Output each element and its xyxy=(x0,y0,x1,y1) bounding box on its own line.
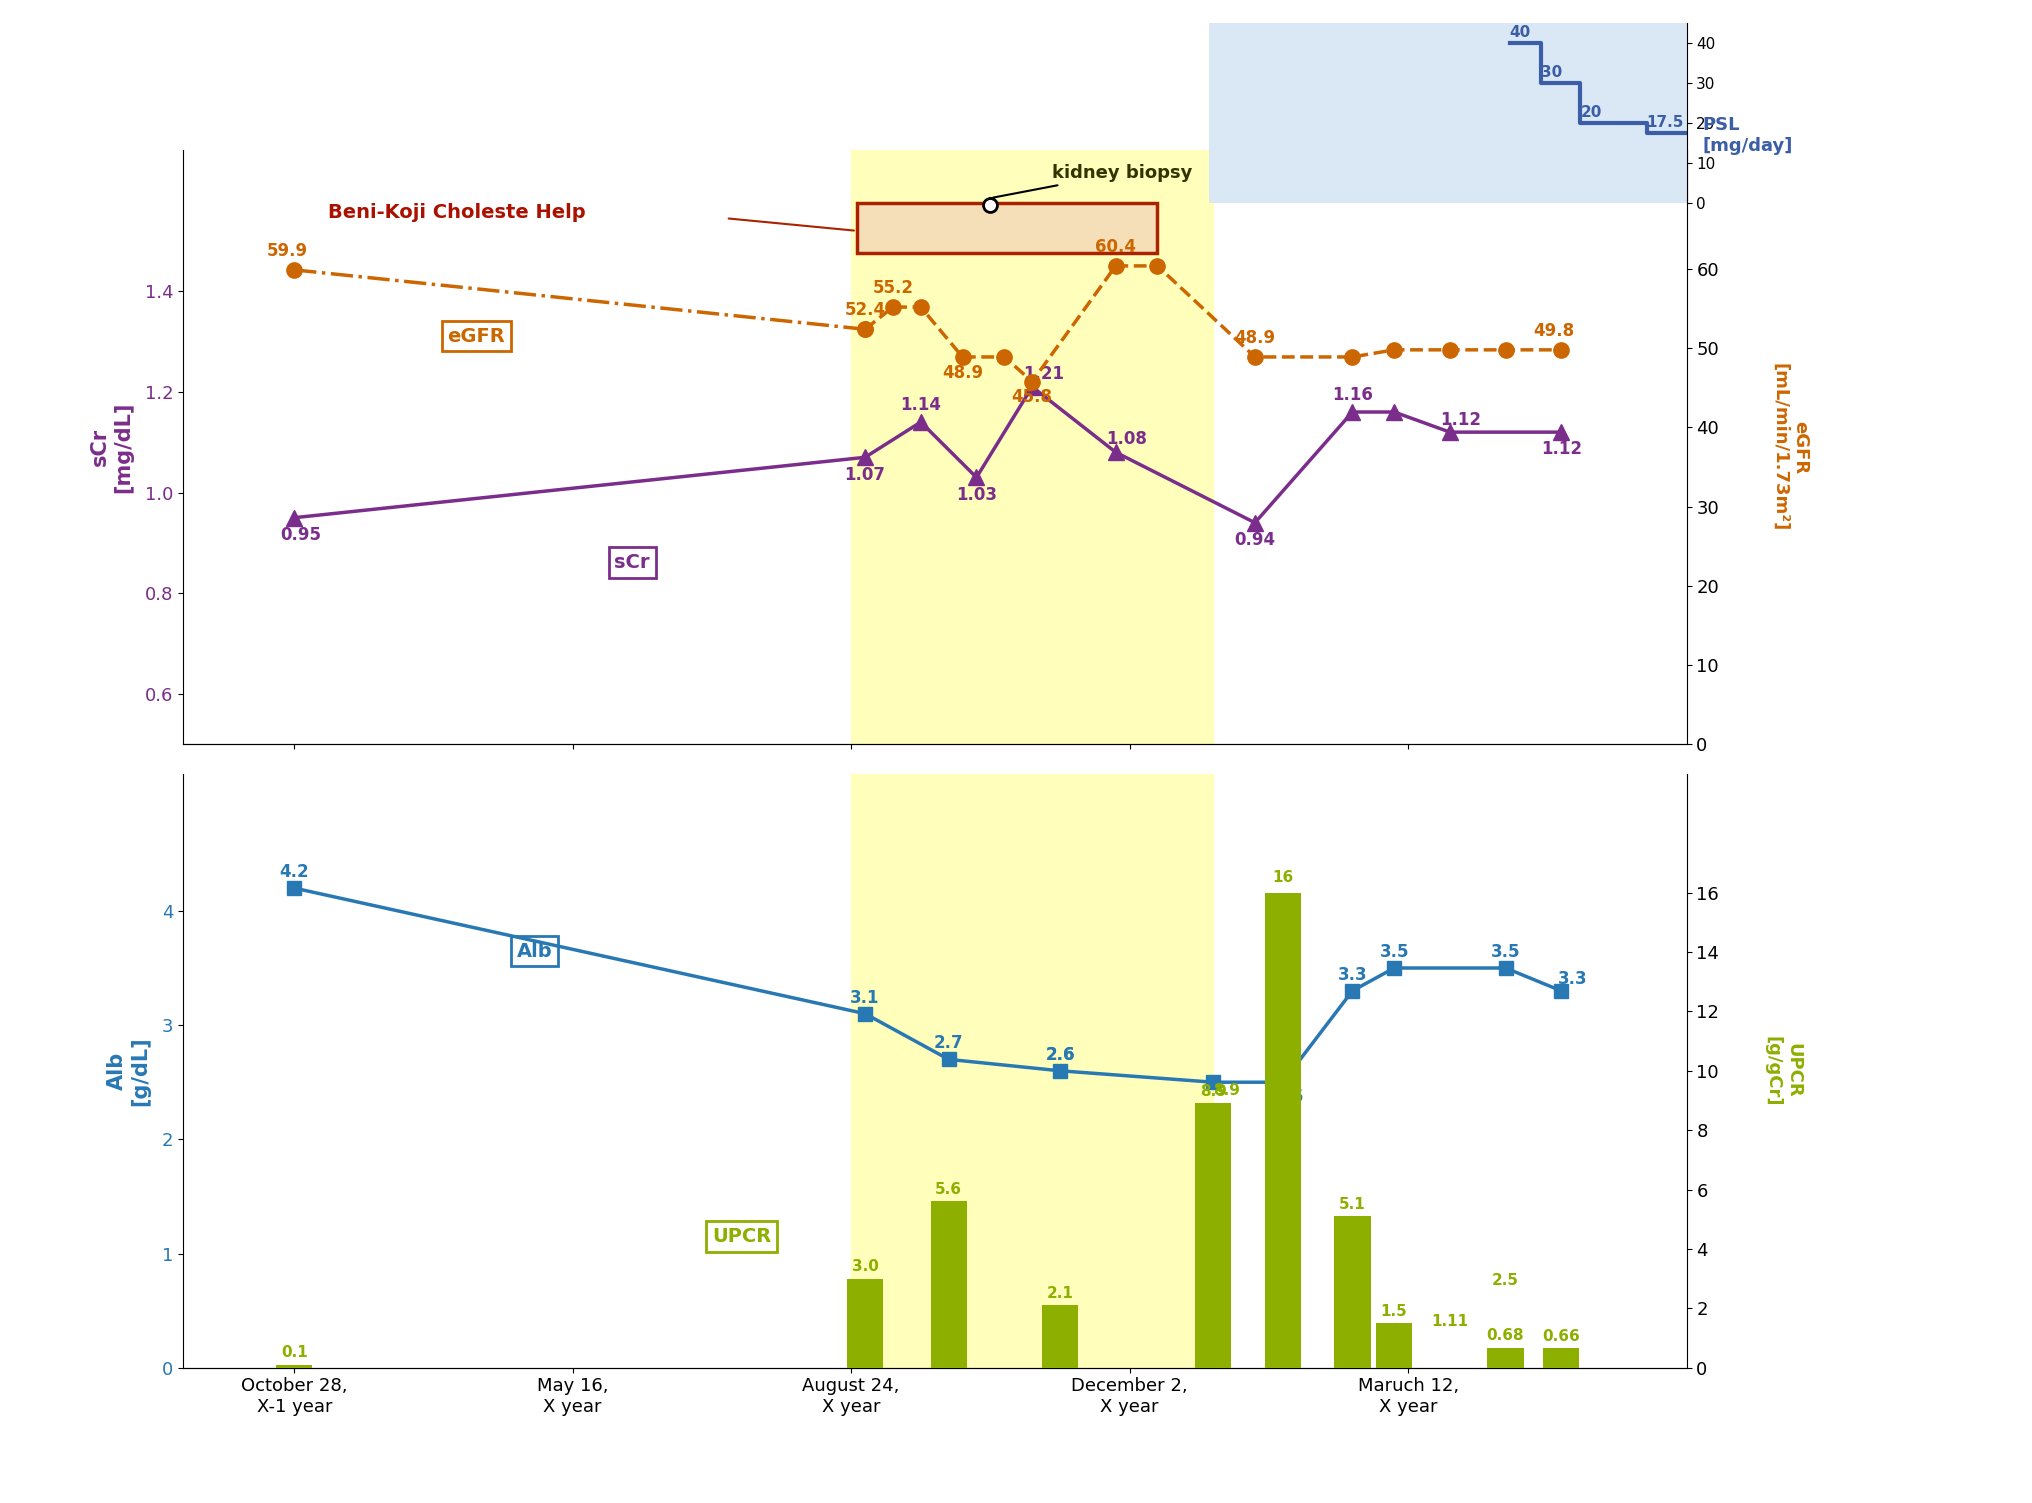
Text: 0.94: 0.94 xyxy=(1233,531,1276,549)
Text: 1.11: 1.11 xyxy=(1431,1314,1469,1329)
Text: 5.1: 5.1 xyxy=(1339,1196,1366,1211)
Text: 1.16: 1.16 xyxy=(1331,385,1374,403)
Text: sCr: sCr xyxy=(614,553,650,573)
Text: 3.3: 3.3 xyxy=(1559,969,1587,987)
Text: 20: 20 xyxy=(1581,105,1601,120)
Text: 1.12: 1.12 xyxy=(1540,440,1581,458)
Y-axis label: eGFR
[mL/min/1.73m²]: eGFR [mL/min/1.73m²] xyxy=(1770,364,1808,532)
Text: 45.8: 45.8 xyxy=(1012,388,1053,406)
Text: 59.9: 59.9 xyxy=(266,242,309,260)
Text: 5.6: 5.6 xyxy=(935,1181,961,1196)
Text: 2.5: 2.5 xyxy=(1491,1273,1520,1288)
Text: 0.1: 0.1 xyxy=(280,1345,307,1360)
Y-axis label: sCr
[mg/dL]: sCr [mg/dL] xyxy=(89,401,134,493)
Bar xyxy=(847,1279,884,1368)
Bar xyxy=(1542,1348,1579,1368)
Text: 0.66: 0.66 xyxy=(1542,1329,1581,1344)
Text: 2.5: 2.5 xyxy=(1274,1088,1305,1106)
Text: 2.1: 2.1 xyxy=(1046,1287,1073,1302)
Text: 40: 40 xyxy=(1510,24,1530,39)
Bar xyxy=(851,150,1213,744)
Text: 4.2: 4.2 xyxy=(280,863,309,881)
Bar xyxy=(1264,893,1300,1368)
Text: 2.6: 2.6 xyxy=(1044,1046,1075,1064)
Y-axis label: UPCR
[g/gCr]: UPCR [g/gCr] xyxy=(1764,1036,1802,1106)
Text: 48.9: 48.9 xyxy=(943,364,983,382)
Text: UPCR: UPCR xyxy=(711,1226,772,1246)
Text: 3.1: 3.1 xyxy=(849,989,880,1007)
Text: 3.5: 3.5 xyxy=(1380,942,1408,960)
Text: eGFR: eGFR xyxy=(447,326,506,346)
Text: 2.7: 2.7 xyxy=(935,1034,963,1052)
Text: 60.4: 60.4 xyxy=(1095,237,1136,256)
Text: 8.9: 8.9 xyxy=(1199,1084,1227,1099)
Text: 1.21: 1.21 xyxy=(1022,365,1065,382)
Text: 52.4: 52.4 xyxy=(845,302,886,319)
Bar xyxy=(276,1365,313,1368)
Bar xyxy=(1376,1323,1412,1368)
Text: 1.03: 1.03 xyxy=(955,485,998,504)
Text: 8.9: 8.9 xyxy=(1213,1082,1240,1097)
Text: 3.0: 3.0 xyxy=(851,1260,878,1275)
Bar xyxy=(1487,1348,1524,1368)
Text: 30: 30 xyxy=(1540,65,1563,80)
Text: Alb: Alb xyxy=(516,941,553,960)
Text: Beni-Koji Choleste Help: Beni-Koji Choleste Help xyxy=(327,203,585,222)
Bar xyxy=(1195,1103,1231,1368)
Bar xyxy=(1042,1306,1079,1368)
Text: 1.5: 1.5 xyxy=(1382,1303,1408,1318)
Y-axis label: Alb
[g/dL]: Alb [g/dL] xyxy=(108,1036,150,1106)
Text: 0.68: 0.68 xyxy=(1487,1329,1524,1344)
Text: 1.08: 1.08 xyxy=(1105,430,1148,448)
Text: 1.14: 1.14 xyxy=(900,395,941,413)
Text: 49.8: 49.8 xyxy=(1534,322,1575,340)
Text: 16: 16 xyxy=(1272,870,1294,885)
Text: 1.12: 1.12 xyxy=(1441,412,1481,430)
Text: 3.3: 3.3 xyxy=(1337,966,1368,984)
Text: 17.5: 17.5 xyxy=(1646,114,1685,129)
Bar xyxy=(851,774,1213,1368)
Bar xyxy=(931,1201,967,1368)
Text: 1.07: 1.07 xyxy=(845,466,886,484)
Bar xyxy=(1335,1216,1370,1368)
Text: kidney biopsy: kidney biopsy xyxy=(994,164,1193,197)
Text: 3.5: 3.5 xyxy=(1491,942,1520,960)
Text: 48.9: 48.9 xyxy=(1233,329,1276,347)
Text: PSL
[mg/day]: PSL [mg/day] xyxy=(1703,116,1792,155)
Bar xyxy=(858,203,1158,254)
Text: 2.6: 2.6 xyxy=(1044,1046,1075,1064)
Text: 55.2: 55.2 xyxy=(872,280,914,298)
Text: 0.95: 0.95 xyxy=(280,526,321,544)
